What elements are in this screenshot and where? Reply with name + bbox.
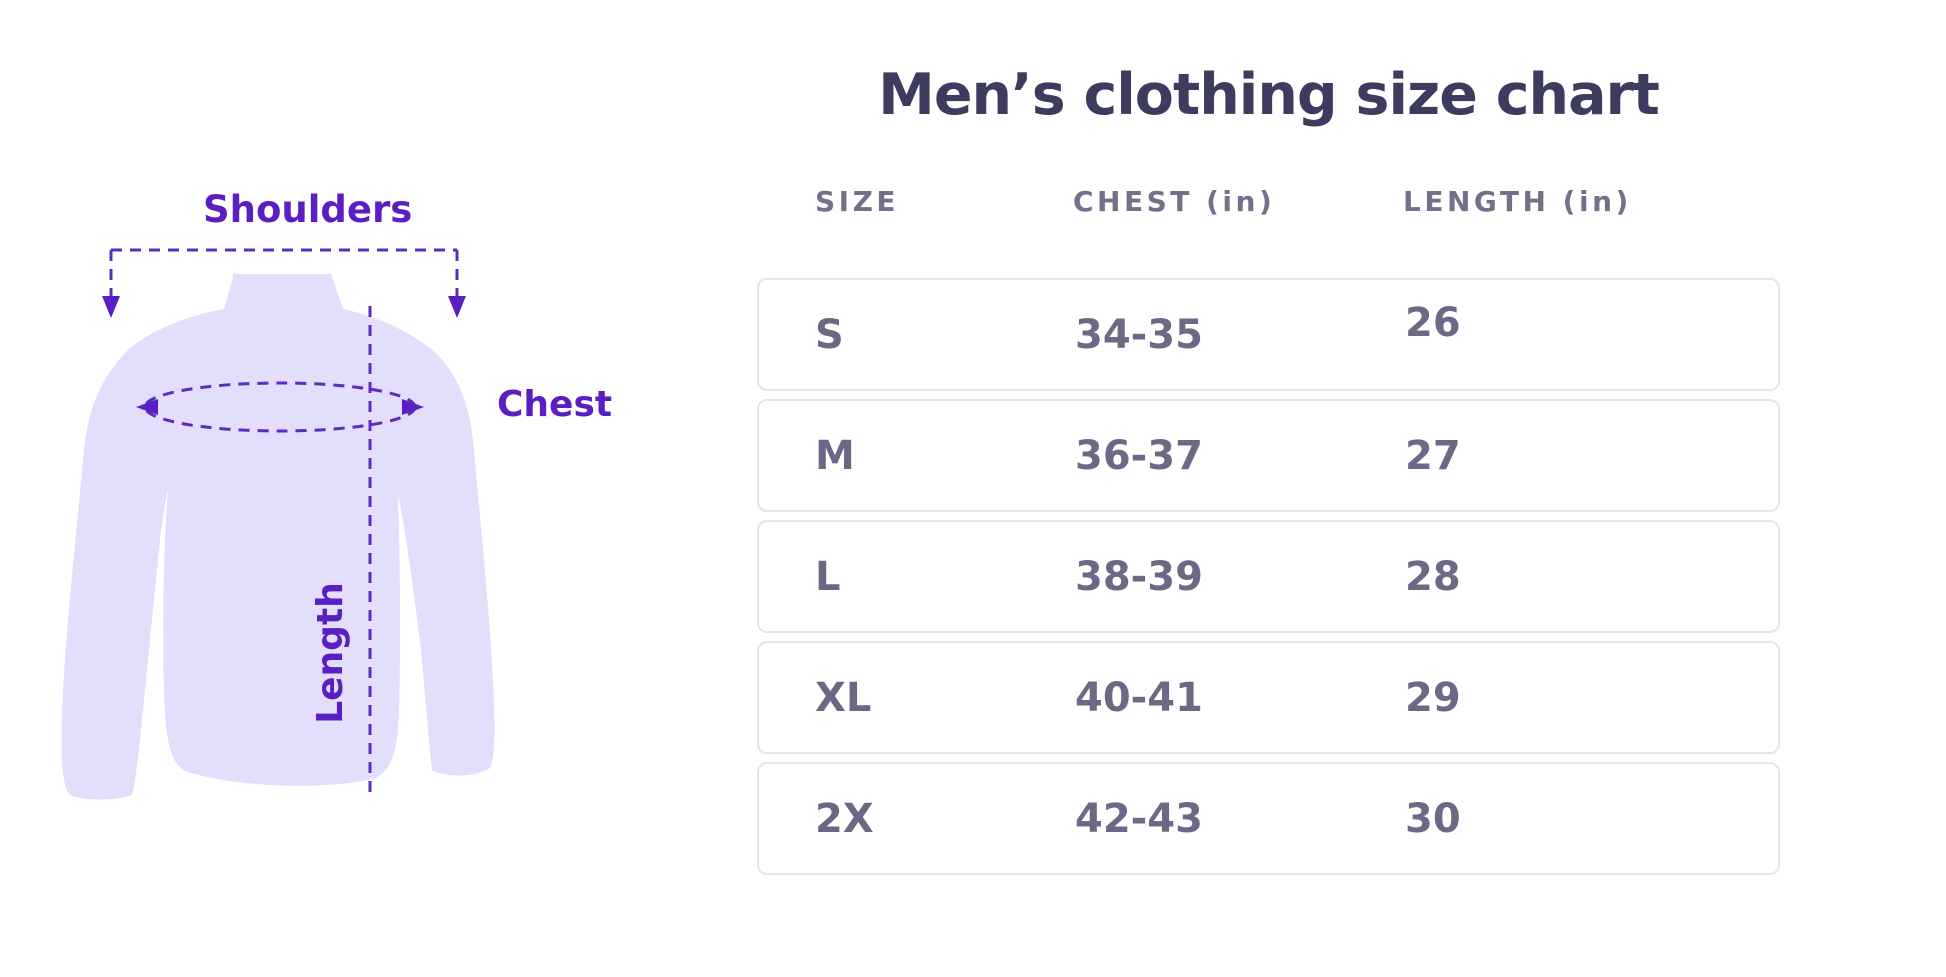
cell-size: S (815, 311, 844, 358)
shirt-collar (224, 273, 343, 309)
page-title: Men’s clothing size chart (878, 62, 1660, 128)
length-label: Length (310, 582, 351, 724)
cell-length: 26 (1405, 300, 1778, 358)
shoulder-arrow-right-icon (448, 296, 466, 318)
cell-length-value: 27 (1405, 432, 1461, 479)
cell-length: 29 (1405, 675, 1778, 721)
cell-length: 30 (1405, 796, 1778, 842)
table-header-row: SIZE CHEST (in) LENGTH (in) (757, 184, 1780, 218)
cell-chest: 42-43 (1075, 795, 1203, 842)
column-header-length: LENGTH (in) (1403, 184, 1632, 218)
cell-length: 28 (1405, 554, 1778, 600)
shoulder-arrow-left-icon (102, 296, 120, 318)
cell-length-value: 28 (1405, 553, 1461, 600)
chest-arrow-right-icon (402, 399, 424, 415)
cell-size: 2X (815, 795, 874, 842)
cell-chest: 40-41 (1075, 674, 1203, 721)
cell-length-value: 29 (1405, 674, 1461, 721)
cell-size: L (815, 553, 841, 600)
cell-length-value: 26 (1405, 299, 1461, 346)
chest-label: Chest (497, 384, 613, 425)
shoulders-bracket-line (109, 248, 459, 296)
table-row: S 34-35 26 (757, 278, 1780, 391)
cell-length-value: 30 (1405, 795, 1461, 842)
shirt-silhouette (61, 309, 495, 800)
shirt-measurement-diagram (61, 248, 495, 800)
table-row: XL 40-41 29 (757, 641, 1780, 754)
shoulders-label: Shoulders (203, 188, 413, 231)
cell-chest: 38-39 (1075, 553, 1203, 600)
chest-arrow-left-icon (136, 399, 158, 415)
cell-size: M (815, 432, 855, 479)
column-header-size: SIZE (815, 184, 900, 218)
cell-chest: 36-37 (1075, 432, 1203, 479)
cell-chest: 34-35 (1075, 311, 1203, 358)
table-row: 2X 42-43 30 (757, 762, 1780, 875)
column-header-chest: CHEST (in) (1073, 184, 1276, 218)
cell-size: XL (815, 674, 872, 721)
size-chart-table: S 34-35 26 M 36-37 27 L 38-39 28 XL 40-4… (757, 278, 1780, 883)
cell-length: 27 (1405, 433, 1778, 479)
table-row: L 38-39 28 (757, 520, 1780, 633)
table-row: M 36-37 27 (757, 399, 1780, 512)
